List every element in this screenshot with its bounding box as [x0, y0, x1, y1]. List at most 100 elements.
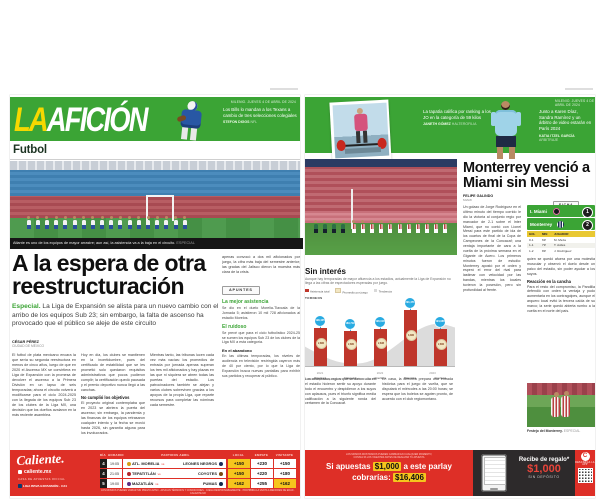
away-crest-icon	[218, 471, 223, 476]
main-headline: A la espera de otra reestructuración	[12, 250, 206, 299]
tournament-label: Apertura	[434, 376, 446, 381]
league-crest-icon	[18, 484, 22, 488]
goals-header-jugador: JUGADOR	[554, 232, 569, 236]
goal-player: J. Rodríguez	[554, 248, 572, 253]
player-figure	[425, 224, 430, 233]
parlay-fineprint: LOS MOMIOS MOSTRADOS PUEDEN CAMBIAR EN C…	[345, 453, 433, 459]
date-line: MILENIO. JUEVES 4 DE ABRIL DE 2024	[555, 99, 595, 107]
match-time: 19:00	[107, 479, 122, 488]
away-team: LEONES NEGROS	[183, 461, 217, 466]
celebration-photo	[527, 383, 595, 427]
promo2-name: KATIA ITZEL GARCÍA	[539, 133, 575, 138]
average-attendance-label: 2,680	[345, 339, 357, 351]
chart-bar-group: 194,688 2,866	[425, 302, 455, 367]
match-headline: Monterrey venció a Miami sin Messi	[463, 160, 590, 191]
goal-score: 1-1	[529, 243, 534, 248]
chart-baseline	[305, 365, 455, 367]
home-team: TEPATITLÁN	[132, 471, 156, 476]
header-local: LOCAL	[232, 453, 245, 457]
goal-minute: 89'	[542, 248, 547, 253]
app-strip: C DESCARGA LA APP	[575, 450, 595, 496]
parlay-right: Recibe de regalo* $1,000 SIN DEPÓSITO C …	[473, 450, 595, 496]
deck-text: La Liga de Expansión se alista para un n…	[12, 303, 219, 328]
article-column: Los aficionados regios que se dieron cit…	[305, 377, 376, 406]
player-figure	[313, 224, 318, 233]
goal-score: 0-1	[529, 237, 534, 242]
player-figure	[182, 220, 187, 229]
promo2: Junto a Karen Díaz, Sandra Ramírez y un …	[539, 109, 593, 142]
vs-label: vs	[157, 471, 161, 476]
player-figure	[322, 224, 327, 233]
scorebox-row-miami: I. Miami 1	[527, 205, 595, 218]
fold-mark	[565, 88, 593, 90]
chart-title: Sin interés	[305, 267, 346, 276]
total-attendance-label: 194,688	[435, 316, 445, 327]
match-day: 4	[100, 469, 107, 478]
paragraph: El proyecto original contemplaba que en …	[81, 401, 145, 436]
player-figure	[397, 224, 402, 233]
player-figure	[434, 224, 439, 233]
caliente-site-row: caliente.mx	[18, 469, 51, 475]
fold-mark	[270, 88, 298, 90]
section-label: Futbol	[13, 144, 47, 156]
player-figure	[100, 220, 105, 229]
player-figure	[35, 220, 40, 229]
matchup: TEPATITLÁN vs COYOTES	[123, 469, 226, 478]
match-day: 4	[100, 459, 107, 468]
home-crest-icon	[126, 471, 131, 476]
average-attendance-label: 2,886	[315, 338, 327, 350]
odds-table: DÍA HORARIO PARTIDOS ABRIL LOCAL EMPATE …	[100, 452, 296, 488]
goal-post	[172, 195, 174, 221]
odds-visit: +150	[274, 459, 296, 468]
note-text: Se prevé que para el ciclo futbolístico …	[222, 330, 300, 345]
player-figure	[155, 220, 160, 229]
home-crest-icon	[126, 461, 131, 466]
parlay-left: LOS MOMIOS MOSTRADOS PUEDEN CAMBIAR EN C…	[305, 450, 473, 496]
header-month: PARTIDOS ABRIL	[161, 453, 190, 457]
goal-minute: 69'	[542, 237, 547, 242]
promo1-name: JANETH GÓMEZ	[423, 122, 451, 127]
goal-post	[146, 195, 148, 221]
brand-aficion: AFICIÓN	[46, 99, 149, 139]
legend-swatch-icon	[335, 287, 341, 294]
chart-source: FUENTE: Liga de Expansión MX · INFOGRAFÍ…	[305, 377, 377, 381]
goals-header: GOL MIN JUGADOR	[527, 231, 595, 237]
paragraph: Para el resto del compromiso, la Pandill…	[527, 284, 595, 313]
nfl-player-photo	[164, 98, 218, 141]
brand-logo: LAAFICIÓN	[14, 99, 149, 139]
official-label: CASA DE APUESTAS OFICIAL	[18, 478, 66, 481]
goals-header-gol: GOL	[529, 232, 536, 236]
byline-name: FELIPE GALINDO	[463, 194, 494, 198]
player-figure	[379, 224, 384, 233]
total-attendance-label: 291,471	[405, 298, 415, 309]
app-label: DESCARGA LA APP	[575, 462, 595, 466]
odds-local: +162	[228, 479, 250, 488]
paragraph: Hoy en día, los clubes se mantienen en l…	[81, 353, 145, 393]
promo2-tag: ARBITRAJE	[539, 137, 559, 142]
byline-city: MIAMI	[463, 198, 472, 202]
year-label: 2023	[429, 371, 436, 376]
goals-header-min: MIN	[542, 232, 548, 236]
header-day: DÍA	[100, 453, 106, 457]
left-page: LAAFICIÓN MILENIO. JUEVES 4 DE ABRIL DE …	[10, 95, 303, 498]
right-page: MILENIO. JUEVES 4 DE ABRIL DE 2024 La ta…	[305, 95, 595, 498]
celebration-caption: Festejo del Monterrey. ESPECIAL	[527, 429, 595, 433]
player-figure	[118, 220, 123, 229]
note-text: En las últimas temporadas, los niveles d…	[222, 354, 300, 378]
tournament-label: Apertura	[374, 376, 386, 381]
player-figure	[127, 220, 132, 229]
stadium-roof	[10, 161, 300, 170]
parlay-line1: Si apuestas $1,000 a este parlay	[326, 462, 452, 471]
deck-lead: Especial.	[12, 303, 41, 310]
player-figure	[81, 220, 86, 229]
legend-swatch-icon	[305, 288, 309, 293]
team1-score: 1	[582, 206, 593, 218]
gift-label: Recibe de regalo*	[518, 457, 570, 463]
average-attendance-label: 2,866	[435, 338, 447, 350]
promo2-text: Junto a Karen Díaz, Sandra Ramírez y un …	[539, 109, 592, 132]
caption-text: Festejo del Monterrey.	[527, 429, 563, 433]
legend-item: Promedio por juego	[335, 287, 368, 294]
nfl-promo-tag: NFL	[250, 120, 258, 125]
caliente-app-icon	[18, 470, 22, 474]
note-subhead: En el abandono	[222, 348, 252, 354]
